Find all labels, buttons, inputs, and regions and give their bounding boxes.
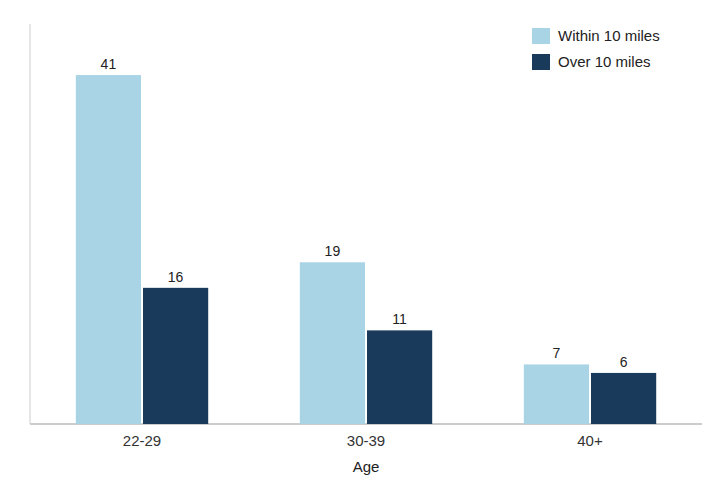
legend: Within 10 miles Over 10 miles [532, 27, 660, 70]
legend-label: Over 10 miles [558, 53, 651, 70]
x-tick-label: 22-29 [123, 432, 161, 449]
data-labels: 41 19 7 16 11 6 [101, 56, 628, 370]
data-label: 7 [553, 345, 561, 361]
bar [367, 330, 432, 424]
y-axis-line [30, 24, 31, 424]
background [0, 0, 726, 488]
bars [76, 75, 656, 424]
chart-svg: 41 19 7 16 11 6 22-29 30-39 40+ Age Within 10 mile… [0, 0, 726, 488]
x-tick-label: 40+ [577, 432, 603, 449]
data-label: 16 [168, 269, 184, 285]
data-label: 19 [325, 243, 341, 259]
legend-swatch [532, 28, 550, 44]
x-tick-label: 30-39 [347, 432, 385, 449]
x-axis-label: Age [353, 458, 380, 475]
bar [524, 364, 589, 424]
bar [591, 373, 656, 424]
bar [143, 288, 208, 424]
bar [76, 75, 141, 424]
legend-label: Within 10 miles [558, 27, 660, 44]
data-label: 6 [620, 354, 628, 370]
data-label: 41 [101, 56, 117, 72]
bar [300, 262, 365, 424]
data-label: 11 [392, 311, 407, 327]
legend-swatch [532, 54, 550, 70]
chart-container: 41 19 7 16 11 6 22-29 30-39 40+ Age Within 10 mile… [0, 0, 726, 488]
